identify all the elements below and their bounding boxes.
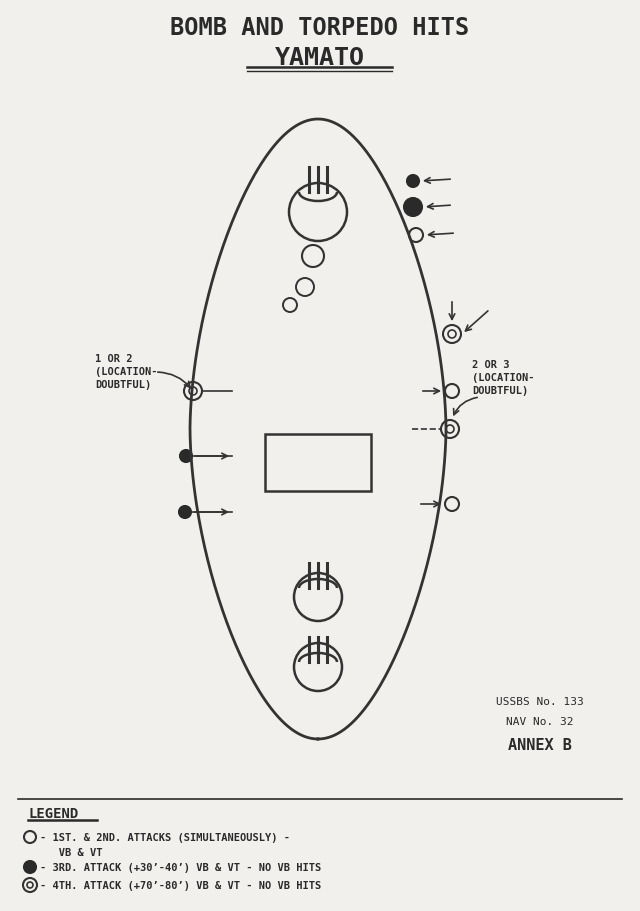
- Text: NAV No. 32: NAV No. 32: [506, 716, 573, 726]
- Text: ANNEX B: ANNEX B: [508, 737, 572, 752]
- Circle shape: [407, 176, 419, 188]
- Text: USSBS No. 133: USSBS No. 133: [496, 696, 584, 706]
- Text: 2 OR 3
(LOCATION-
DOUBTFUL): 2 OR 3 (LOCATION- DOUBTFUL): [472, 360, 534, 395]
- Text: - 1ST. & 2ND. ATTACKS (SIMULTANEOUSLY) -: - 1ST. & 2ND. ATTACKS (SIMULTANEOUSLY) -: [40, 832, 290, 842]
- Text: - 3RD. ATTACK (+30’-40’) VB & VT - NO VB HITS: - 3RD. ATTACK (+30’-40’) VB & VT - NO VB…: [40, 862, 321, 872]
- Bar: [265, 435, 371, 491]
- Text: YAMATO: YAMATO: [275, 46, 365, 70]
- Circle shape: [404, 199, 422, 217]
- Text: 1 OR 2
(LOCATION-
DOUBTFUL): 1 OR 2 (LOCATION- DOUBTFUL): [95, 353, 157, 390]
- Text: - 4TH. ATTACK (+70’-80’) VB & VT - NO VB HITS: - 4TH. ATTACK (+70’-80’) VB & VT - NO VB…: [40, 880, 321, 890]
- Circle shape: [180, 451, 192, 463]
- Text: VB & VT: VB & VT: [40, 847, 102, 857]
- Text: BOMB AND TORPEDO HITS: BOMB AND TORPEDO HITS: [170, 16, 470, 40]
- Circle shape: [24, 861, 36, 873]
- Circle shape: [179, 507, 191, 518]
- Text: LEGEND: LEGEND: [28, 806, 78, 820]
